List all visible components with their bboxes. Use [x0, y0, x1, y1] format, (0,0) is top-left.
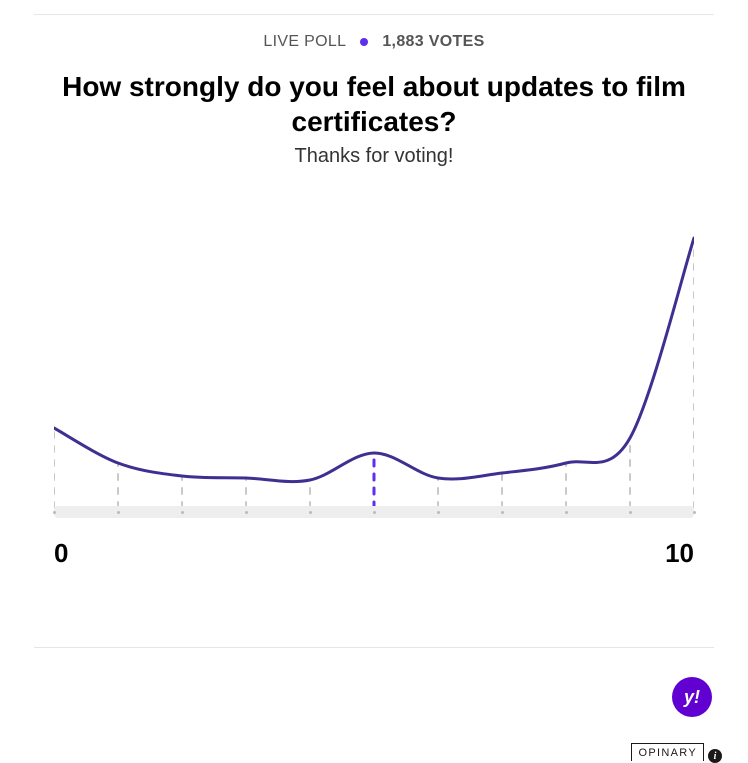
distribution-line-chart: [54, 208, 694, 508]
poll-header: LIVE POLL 1,883 VOTES How strongly do yo…: [0, 33, 748, 168]
axis-track[interactable]: [54, 506, 694, 518]
axis-tick[interactable]: [117, 511, 120, 514]
axis-max-label: 10: [665, 538, 694, 569]
axis-tick[interactable]: [565, 511, 568, 514]
top-divider: [34, 14, 714, 15]
bullet-icon: [360, 38, 368, 46]
axis-tick[interactable]: [501, 511, 504, 514]
bottom-divider: [34, 647, 714, 648]
info-icon[interactable]: i: [708, 749, 722, 763]
vote-count: 1,883 VOTES: [382, 33, 484, 51]
live-row: LIVE POLL 1,883 VOTES: [0, 33, 748, 51]
poll-question: How strongly do you feel about updates t…: [40, 69, 708, 139]
axis-tick[interactable]: [629, 511, 632, 514]
live-label: LIVE POLL: [263, 33, 346, 51]
axis-tick[interactable]: [693, 511, 696, 514]
axis-tick[interactable]: [437, 511, 440, 514]
yahoo-badge-icon[interactable]: y!: [672, 677, 712, 717]
footer: y! OPINARY i: [0, 647, 748, 757]
opinary-label: OPINARY: [631, 743, 704, 761]
axis-tick[interactable]: [373, 511, 376, 514]
poll-widget: LIVE POLL 1,883 VOTES How strongly do yo…: [0, 14, 748, 757]
axis-tick[interactable]: [245, 511, 248, 514]
axis-tick[interactable]: [53, 511, 56, 514]
axis-tick[interactable]: [181, 511, 184, 514]
thanks-message: Thanks for voting!: [0, 145, 748, 168]
brand-attribution[interactable]: OPINARY i: [631, 743, 722, 761]
axis-min-label: 0: [54, 538, 68, 569]
axis-labels: 0 10: [54, 538, 694, 569]
axis-tick[interactable]: [309, 511, 312, 514]
yahoo-badge-text: y!: [684, 687, 700, 708]
poll-chart[interactable]: [54, 208, 694, 518]
